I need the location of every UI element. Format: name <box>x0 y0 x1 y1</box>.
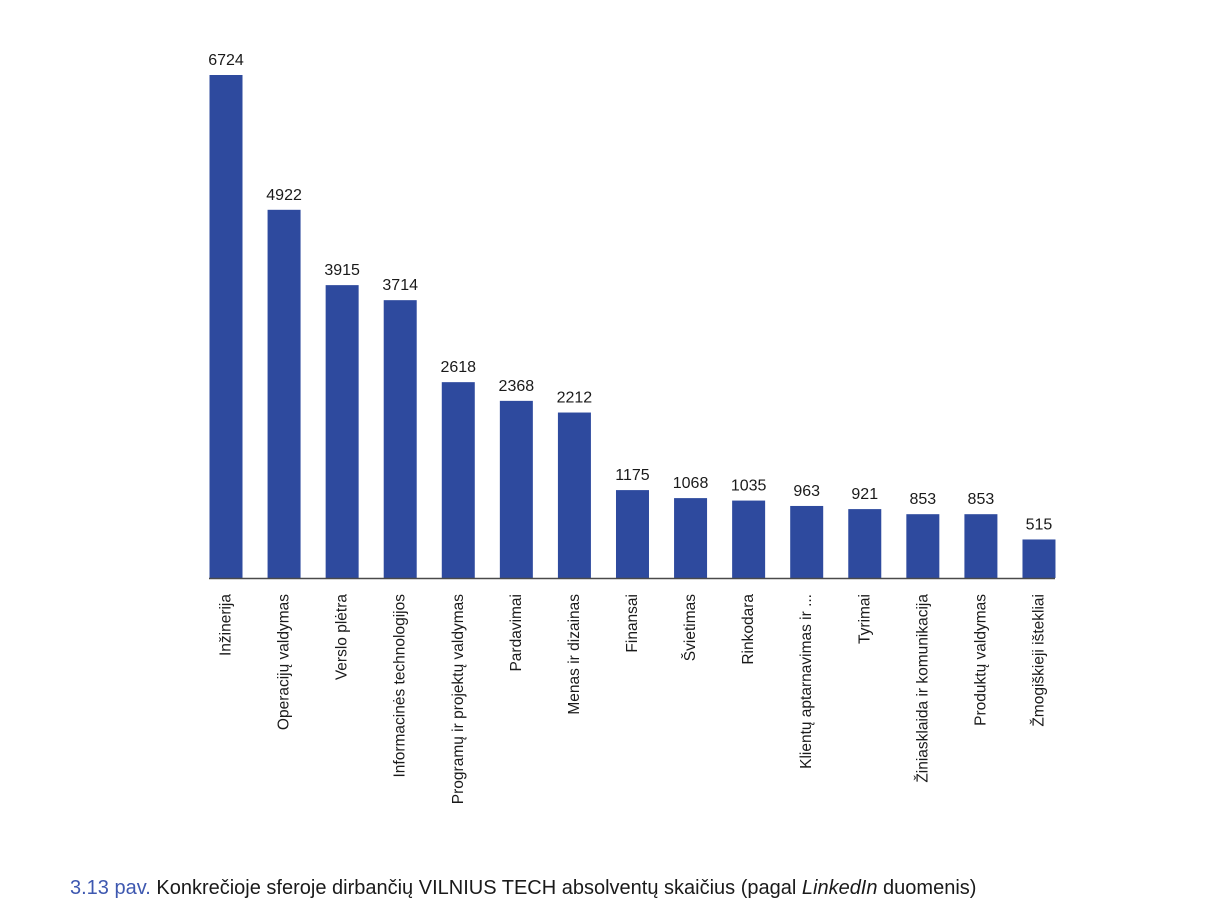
bar-1 <box>209 75 243 578</box>
bar-chart: 6724 4922 3915 3714 2618 2368 2212 1175 1068 1035… <box>208 52 1056 805</box>
x-tick-label: Inžinerija <box>218 594 235 656</box>
bar-value-label: 1068 <box>673 475 709 492</box>
caption-source: LinkedIn <box>801 877 878 899</box>
bar-5 <box>441 382 475 578</box>
bar-value-label: 3915 <box>324 262 360 279</box>
bar-value-label: 4922 <box>266 187 302 204</box>
x-tick-label: Produktų valdymas <box>972 594 989 726</box>
bar-14 <box>964 514 998 578</box>
bar-value-label: 853 <box>968 491 995 508</box>
value-labels-layer: 6724 4922 3915 3714 2618 2368 2212 1175 1068 1035… <box>208 52 1052 533</box>
bar-2 <box>267 209 301 579</box>
bar-11 <box>790 505 824 578</box>
bar-chart-svg: 6724 4922 3915 3714 2618 2368 2212 1175 1068 1035… <box>208 52 1056 805</box>
x-tick-label: Rinkodara <box>740 594 757 665</box>
x-tick-label: Verslo plėtra <box>334 594 351 681</box>
bar-value-label: 2212 <box>557 390 593 407</box>
x-tick-label: Programų ir projektų valdymas <box>450 594 467 804</box>
bar-value-label: 921 <box>851 486 878 503</box>
bar-value-label: 3714 <box>382 277 418 294</box>
bar-4 <box>383 300 417 578</box>
bar-value-label: 1175 <box>615 467 650 484</box>
figure-number: 3.13 pav. <box>70 877 151 899</box>
bar-value-label: 6724 <box>208 52 244 69</box>
x-tick-label: Informacinės technologijos <box>392 594 409 778</box>
bar-7 <box>557 412 591 578</box>
bar-value-label: 1035 <box>731 478 767 495</box>
bar-value-label: 2368 <box>499 378 535 395</box>
caption-text-end: duomenis) <box>877 877 977 899</box>
bar-value-label: 2618 <box>440 359 476 376</box>
bar-13 <box>906 514 940 578</box>
caption-text: Konkrečioje sferoje dirbančių VILNIUS TE… <box>150 877 802 899</box>
category-labels-layer: Inžinerija Operacijų valdymas Verslo plėtr… <box>218 594 1048 805</box>
x-tick-label: Tyrimai <box>856 594 873 644</box>
bar-9 <box>674 498 708 578</box>
bar-15 <box>1022 539 1056 578</box>
bar-3 <box>325 285 359 578</box>
bar-6 <box>499 400 533 578</box>
bar-value-label: 853 <box>909 491 936 508</box>
bar-12 <box>848 509 882 578</box>
figure-caption: 3.13 pav. Konkrečioje sferoje dirbančių … <box>70 874 1220 902</box>
x-tick-label: Klientų aptarnavimas ir ... <box>798 594 815 769</box>
bars-layer <box>209 75 1056 579</box>
x-tick-label: Švietimas <box>682 594 699 661</box>
bar-value-label: 963 <box>793 483 820 500</box>
bar-8 <box>615 490 649 578</box>
bar-10 <box>732 500 766 578</box>
x-tick-label: Operacijų valdymas <box>276 594 293 730</box>
x-tick-label: Pardavimai <box>508 594 525 672</box>
x-tick-label: Finansai <box>624 594 641 653</box>
x-tick-label: Menas ir dizainas <box>566 594 583 715</box>
x-tick-label: Žiniasklaida ir komunikacija <box>914 594 931 783</box>
bar-value-label: 515 <box>1026 516 1053 533</box>
x-tick-label: Žmogiškieji ištekliai <box>1030 594 1047 727</box>
